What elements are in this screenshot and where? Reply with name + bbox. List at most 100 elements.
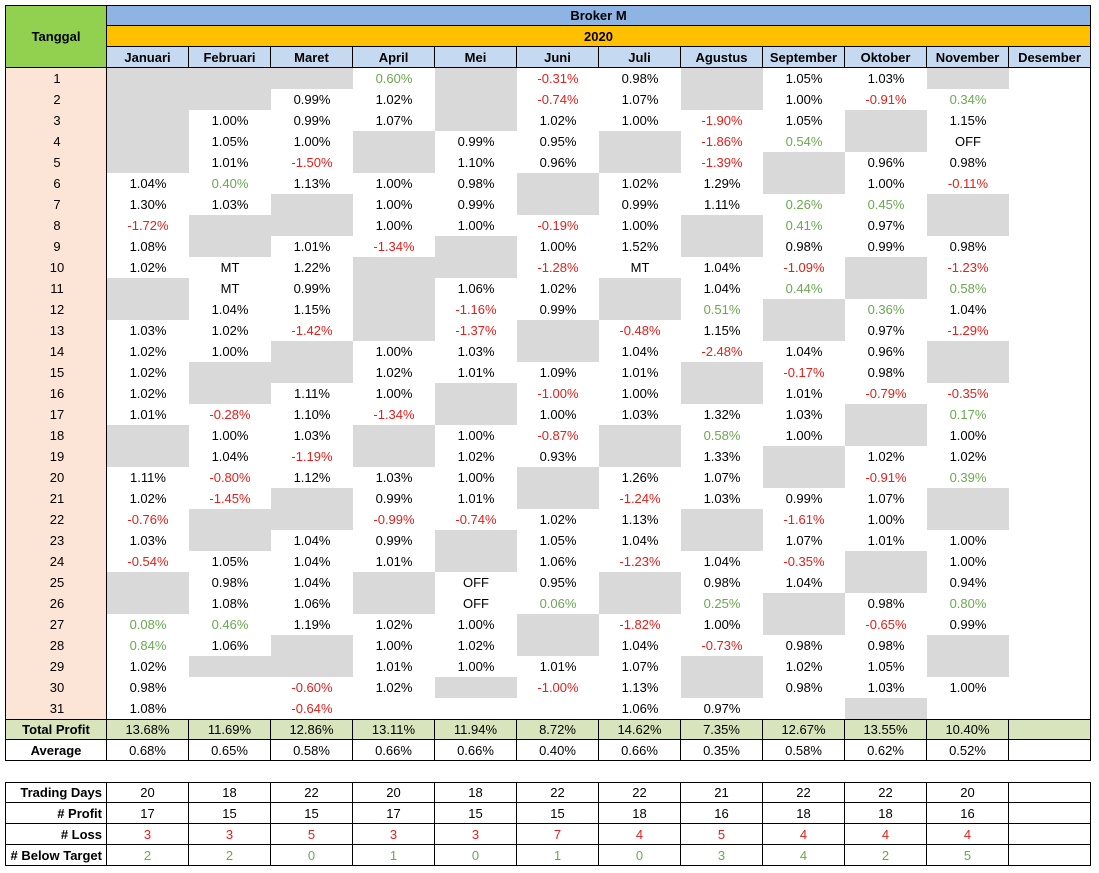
grid-cell[interactable] xyxy=(763,173,845,194)
stats-label-profit[interactable]: # Profit xyxy=(5,803,107,824)
grid-cell[interactable] xyxy=(189,677,271,698)
grid-cell[interactable] xyxy=(189,698,271,719)
grid-cell[interactable]: 1.06% xyxy=(539,554,577,569)
stats-cell-profit[interactable]: 17 xyxy=(107,803,189,824)
grid-cell[interactable]: 1.00% xyxy=(621,113,659,128)
grid-cell[interactable] xyxy=(763,614,845,635)
grid-cell[interactable]: 1.01% xyxy=(457,491,495,506)
stats-cell-below-target[interactable]: 1 xyxy=(517,845,599,866)
grid-cell[interactable]: 1.05% xyxy=(785,113,823,128)
grid-cell[interactable]: 1.00% xyxy=(949,428,987,443)
grid-cell[interactable] xyxy=(927,215,1009,236)
grid-cell[interactable] xyxy=(599,152,681,173)
grid-cell[interactable] xyxy=(845,131,927,152)
grid-cell[interactable] xyxy=(353,152,435,173)
average-label[interactable]: Average xyxy=(5,740,107,761)
grid-cell[interactable]: 1.01% xyxy=(867,533,905,548)
grid-cell[interactable] xyxy=(763,320,845,341)
stats-cell-below-target[interactable]: 0 xyxy=(271,845,353,866)
grid-cell[interactable]: -1.50% xyxy=(291,155,333,170)
day-label[interactable]: 3 xyxy=(53,113,61,128)
grid-cell[interactable]: -1.37% xyxy=(455,323,497,338)
grid-cell[interactable]: 0.44% xyxy=(785,281,823,296)
grid-cell[interactable]: 1.00% xyxy=(867,512,905,527)
stats-cell-trading-days[interactable]: 22 xyxy=(845,782,927,803)
grid-cell[interactable] xyxy=(927,656,1009,677)
stats-cell-trading-days[interactable]: 20 xyxy=(107,782,189,803)
grid-cell[interactable] xyxy=(845,551,927,572)
grid-cell[interactable] xyxy=(271,635,353,656)
grid-cell[interactable]: 1.15% xyxy=(703,323,741,338)
grid-cell[interactable] xyxy=(435,677,517,698)
grid-cell[interactable] xyxy=(435,236,517,257)
grid-cell[interactable]: -0.91% xyxy=(865,470,907,485)
day-label[interactable]: 24 xyxy=(49,554,65,569)
grid-cell[interactable]: -0.87% xyxy=(537,428,579,443)
tanggal-header[interactable]: Tanggal xyxy=(5,5,107,68)
grid-cell[interactable]: 1.00% xyxy=(457,470,495,485)
stats-cell-loss[interactable]: 4 xyxy=(927,824,1009,845)
grid-cell[interactable] xyxy=(763,299,845,320)
grid-cell[interactable] xyxy=(107,89,189,110)
total-profit-cell[interactable]: 11.94% xyxy=(435,719,517,740)
grid-cell[interactable] xyxy=(599,446,681,467)
grid-cell[interactable]: -0.76% xyxy=(127,512,169,527)
grid-cell[interactable]: 0.98% xyxy=(867,596,905,611)
grid-cell[interactable] xyxy=(1009,425,1091,446)
grid-cell[interactable]: OFF xyxy=(955,134,981,149)
grid-cell[interactable] xyxy=(107,152,189,173)
stats-cell-loss[interactable]: 4 xyxy=(763,824,845,845)
stats-cell-trading-days[interactable] xyxy=(1009,782,1091,803)
grid-cell[interactable] xyxy=(1009,635,1091,656)
grid-cell[interactable]: 0.80% xyxy=(949,596,987,611)
total-profit-cell[interactable]: 12.67% xyxy=(763,719,845,740)
stats-cell-below-target[interactable]: 0 xyxy=(435,845,517,866)
grid-cell[interactable]: 1.07% xyxy=(621,92,659,107)
grid-cell[interactable] xyxy=(107,299,189,320)
grid-cell[interactable]: 1.00% xyxy=(375,176,413,191)
grid-cell[interactable]: 1.04% xyxy=(703,281,741,296)
grid-cell[interactable]: 1.03% xyxy=(375,470,413,485)
grid-cell[interactable]: 0.51% xyxy=(703,302,741,317)
grid-cell[interactable]: 1.03% xyxy=(129,323,167,338)
day-label[interactable]: 11 xyxy=(50,281,64,296)
grid-cell[interactable]: 1.06% xyxy=(293,596,331,611)
day-label[interactable]: 1 xyxy=(53,71,61,86)
grid-cell[interactable]: 1.15% xyxy=(949,113,987,128)
grid-cell[interactable]: 1.02% xyxy=(539,113,577,128)
grid-cell[interactable]: 1.00% xyxy=(457,428,495,443)
grid-cell[interactable]: 1.07% xyxy=(375,113,413,128)
stats-cell-profit[interactable]: 15 xyxy=(517,803,599,824)
grid-cell[interactable] xyxy=(599,131,681,152)
stats-cell-below-target[interactable]: 0 xyxy=(599,845,681,866)
grid-cell[interactable]: 1.04% xyxy=(293,575,331,590)
grid-cell[interactable] xyxy=(1009,572,1091,593)
grid-cell[interactable]: 1.13% xyxy=(293,176,331,191)
day-label[interactable]: 9 xyxy=(53,239,61,254)
grid-cell[interactable] xyxy=(845,572,927,593)
grid-cell[interactable] xyxy=(681,530,763,551)
grid-cell[interactable]: -1.45% xyxy=(209,491,251,506)
grid-cell[interactable] xyxy=(271,488,353,509)
grid-cell[interactable] xyxy=(599,278,681,299)
grid-cell[interactable] xyxy=(353,593,435,614)
grid-cell[interactable]: 0.96% xyxy=(867,344,905,359)
grid-cell[interactable]: 0.99% xyxy=(949,617,987,632)
grid-cell[interactable]: 1.00% xyxy=(375,218,413,233)
grid-cell[interactable] xyxy=(1009,593,1091,614)
grid-cell[interactable]: 1.04% xyxy=(785,575,823,590)
stats-cell-loss[interactable]: 5 xyxy=(681,824,763,845)
stats-cell-trading-days[interactable]: 22 xyxy=(271,782,353,803)
grid-cell[interactable]: -1.00% xyxy=(537,680,579,695)
grid-cell[interactable]: -0.60% xyxy=(291,680,333,695)
grid-cell[interactable]: 0.98% xyxy=(785,239,823,254)
average-cell[interactable]: 0.58% xyxy=(763,740,845,761)
grid-cell[interactable]: -1.23% xyxy=(619,554,661,569)
grid-cell[interactable] xyxy=(353,698,435,719)
grid-cell[interactable]: 0.99% xyxy=(867,239,905,254)
grid-cell[interactable]: 1.32% xyxy=(703,407,741,422)
grid-cell[interactable]: 1.03% xyxy=(621,407,659,422)
grid-cell[interactable]: 1.04% xyxy=(293,554,331,569)
grid-cell[interactable] xyxy=(435,257,517,278)
grid-cell[interactable] xyxy=(845,278,927,299)
